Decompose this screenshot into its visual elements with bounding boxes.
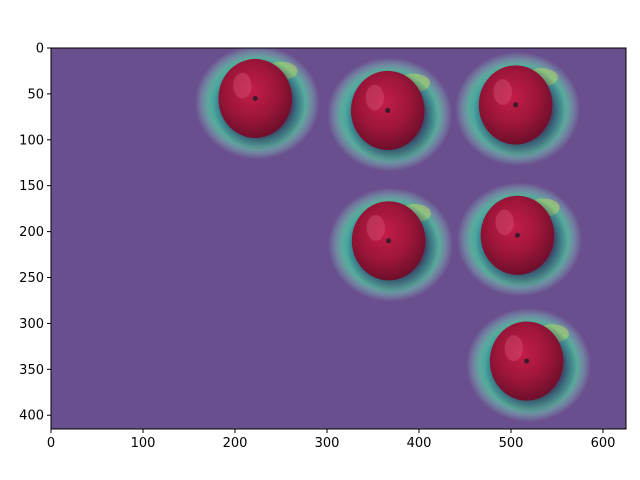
- apple-5: [456, 182, 582, 297]
- apple-highlight: [504, 335, 523, 362]
- y-tick-label: 300: [19, 317, 44, 332]
- x-tick-label: 200: [223, 436, 248, 451]
- apple-6: [466, 308, 592, 423]
- apple-highlight: [366, 215, 385, 241]
- x-tick-label: 500: [499, 436, 524, 451]
- y-tick-label: 250: [19, 271, 44, 286]
- apple-stem: [385, 107, 391, 113]
- apple-stem: [386, 238, 392, 244]
- apple-highlight: [233, 72, 252, 99]
- apple-1: [194, 48, 320, 160]
- apple-stem: [252, 95, 258, 101]
- apples-layer: [194, 48, 592, 423]
- apple-stem: [524, 358, 530, 364]
- y-tick-label: 400: [19, 409, 44, 424]
- y-tick-label: 150: [19, 179, 44, 194]
- y-tick-label: 50: [27, 87, 44, 102]
- apple-highlight: [495, 209, 514, 236]
- x-tick-label: 100: [131, 436, 156, 451]
- x-tick-label: 300: [315, 436, 340, 451]
- x-tick-label: 400: [407, 436, 432, 451]
- axes-frame: [50, 47, 627, 430]
- y-tick-label: 0: [36, 42, 44, 57]
- apple-stem: [514, 232, 520, 238]
- apple-stem: [513, 102, 519, 108]
- x-axis-ticks: 0 100 200 300 400 500 600: [47, 429, 616, 451]
- y-tick-label: 200: [19, 225, 44, 240]
- apple-2: [327, 57, 453, 172]
- apple-3: [455, 51, 581, 166]
- y-tick-label: 350: [19, 363, 44, 378]
- y-tick-label: 100: [19, 133, 44, 148]
- x-tick-label: 600: [591, 436, 616, 451]
- y-axis-ticks: 0 50 100 150 200 250 300 350 400: [19, 42, 51, 424]
- apple-highlight: [493, 79, 512, 105]
- x-tick-label: 0: [47, 436, 55, 451]
- apple-4: [328, 187, 454, 302]
- apple-highlight: [365, 84, 385, 111]
